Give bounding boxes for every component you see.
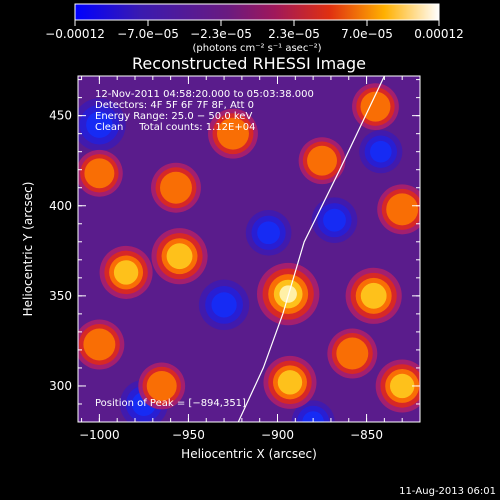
colorbar-tick-label: −2.3e−05 xyxy=(190,27,252,41)
cold-spot xyxy=(211,292,237,318)
x-tick-label: −1000 xyxy=(79,428,120,442)
hot-spot xyxy=(113,260,139,285)
colorbar-tick-label: 2.3e−05 xyxy=(268,27,320,41)
x-axis-label: Heliocentric X (arcsec) xyxy=(181,447,317,461)
annotation-detectors: Detectors: 4F 5F 6F 7F 8F, Att 0 xyxy=(95,100,254,111)
hot-spot xyxy=(307,145,338,176)
colorbar-tick-label: −7.0e−05 xyxy=(117,27,179,41)
hot-spot xyxy=(386,193,419,226)
cold-spot xyxy=(323,208,346,232)
x-tick-label: −950 xyxy=(172,428,205,442)
x-tick-label: −900 xyxy=(261,428,294,442)
hot-spot xyxy=(159,171,192,204)
x-tick-label: −850 xyxy=(350,428,383,442)
hot-spot xyxy=(360,91,391,122)
cold-spot xyxy=(257,221,280,245)
hot-spot xyxy=(277,370,303,395)
colorbar-tick-label: 7.0e−05 xyxy=(341,27,393,41)
hot-spot xyxy=(389,373,415,399)
hot-spot xyxy=(84,158,115,189)
y-tick-label: 400 xyxy=(49,199,72,213)
hot-spot xyxy=(166,243,193,270)
colorbar-ticks xyxy=(74,20,440,26)
colorbar xyxy=(74,3,440,21)
cold-spot xyxy=(302,411,324,422)
annotation-time-range: 12‑Nov‑2011 04:58:20.000 to 05:03:38.000 xyxy=(95,89,314,100)
y-axis-ticks: 300 350 400 450 xyxy=(49,79,420,405)
x-axis-ticks: −1000 −950 −900 −850 xyxy=(79,76,421,442)
plot-frame xyxy=(77,75,421,423)
colorbar-tick-label: 0.00012 xyxy=(414,27,464,41)
annotation-clean: Clean Total counts: 1.12E+04 xyxy=(95,122,255,133)
solar-limb-line xyxy=(237,76,385,422)
colorbar-tick-label: −0.00012 xyxy=(45,27,105,41)
hot-spot xyxy=(360,282,387,309)
hot-spot xyxy=(146,370,177,401)
chart-title: Reconstructed RHESSI Image xyxy=(132,54,366,73)
y-axis-label: Heliocentric Y (arcsec) xyxy=(21,182,35,317)
y-tick-label: 450 xyxy=(49,109,72,123)
cold-spot xyxy=(86,111,113,138)
hot-spot xyxy=(83,328,116,361)
heatmap-image xyxy=(78,83,420,422)
cold-spot xyxy=(370,140,392,163)
peak-position-label: Position of Peak = [−894,351] xyxy=(95,398,246,409)
hot-spot xyxy=(216,117,249,150)
annotation-energy: Energy Range: 25.0 − 50.0 keV xyxy=(95,111,252,122)
footer-timestamp: 11‑Aug‑2013 06:01 xyxy=(399,486,496,497)
y-tick-label: 300 xyxy=(49,379,72,393)
hot-spot xyxy=(336,337,369,370)
y-tick-label: 350 xyxy=(49,289,72,303)
colorbar-unit-label: (photons cm⁻² s⁻¹ asec⁻²) xyxy=(192,43,321,54)
